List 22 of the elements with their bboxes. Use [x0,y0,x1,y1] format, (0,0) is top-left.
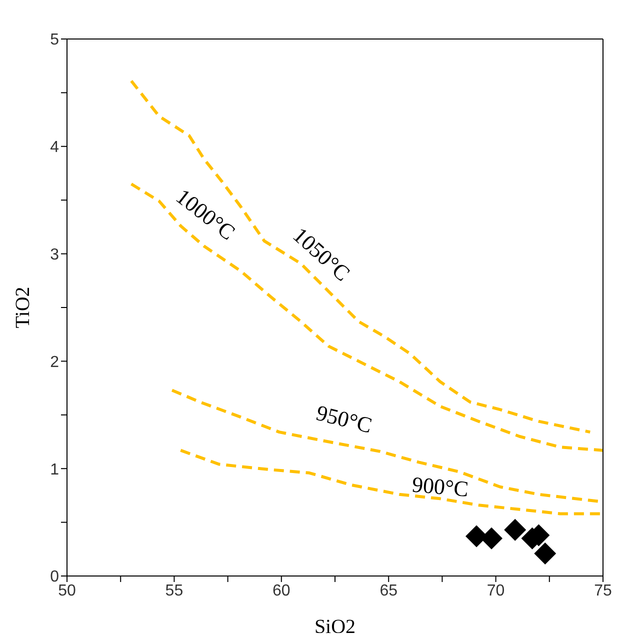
x-tick-label: 60 [272,582,290,600]
y-axis-title: TiO2 [12,286,34,328]
x-tick-label: 65 [380,582,398,600]
line-series [179,448,603,516]
y-tick-label: 4 [50,139,60,156]
x-tick-label: 70 [486,582,505,600]
y-tick-label: 1 [50,461,60,478]
annotation: 900°C [411,472,470,502]
line-series [130,182,603,452]
y-tick-label: 5 [50,32,60,49]
x-tick-label: 55 [165,582,184,600]
point [480,527,503,550]
point [534,542,556,564]
x-tick-label: 50 [58,582,76,600]
annotation: 950°C [314,400,375,438]
y-tick-label: 3 [50,246,60,264]
line-series [130,79,592,434]
x-axis-title: SiO2 [314,616,356,638]
y-tick-label: 2 [50,354,60,371]
y-tick-label: 0 [50,568,60,586]
x-tick-label: 75 [594,582,612,600]
point [504,518,526,541]
